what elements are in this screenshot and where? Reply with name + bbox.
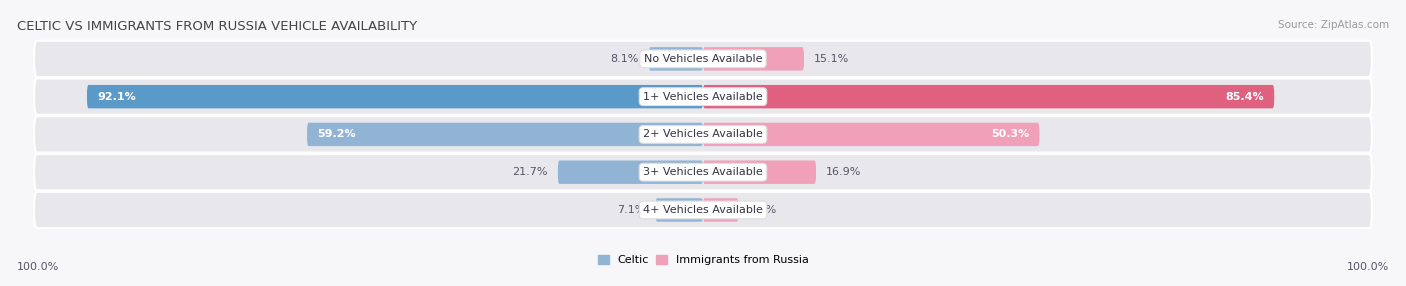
Text: Source: ZipAtlas.com: Source: ZipAtlas.com xyxy=(1278,20,1389,30)
FancyBboxPatch shape xyxy=(703,85,1274,108)
FancyBboxPatch shape xyxy=(34,79,1372,115)
Text: CELTIC VS IMMIGRANTS FROM RUSSIA VEHICLE AVAILABILITY: CELTIC VS IMMIGRANTS FROM RUSSIA VEHICLE… xyxy=(17,20,418,33)
Text: 16.9%: 16.9% xyxy=(827,167,862,177)
Text: 92.1%: 92.1% xyxy=(97,92,136,102)
Text: 1+ Vehicles Available: 1+ Vehicles Available xyxy=(643,92,763,102)
Text: 100.0%: 100.0% xyxy=(1347,262,1389,272)
Text: 2+ Vehicles Available: 2+ Vehicles Available xyxy=(643,130,763,139)
Text: 59.2%: 59.2% xyxy=(318,130,356,139)
Text: 15.1%: 15.1% xyxy=(814,54,849,64)
FancyBboxPatch shape xyxy=(703,123,1039,146)
Text: No Vehicles Available: No Vehicles Available xyxy=(644,54,762,64)
FancyBboxPatch shape xyxy=(703,198,738,222)
FancyBboxPatch shape xyxy=(34,154,1372,190)
Text: 21.7%: 21.7% xyxy=(512,167,548,177)
Text: 100.0%: 100.0% xyxy=(17,262,59,272)
Text: 8.1%: 8.1% xyxy=(610,54,638,64)
Text: 3+ Vehicles Available: 3+ Vehicles Available xyxy=(643,167,763,177)
Text: 4+ Vehicles Available: 4+ Vehicles Available xyxy=(643,205,763,215)
FancyBboxPatch shape xyxy=(648,47,703,71)
Text: 50.3%: 50.3% xyxy=(991,130,1029,139)
Legend: Celtic, Immigrants from Russia: Celtic, Immigrants from Russia xyxy=(598,255,808,265)
FancyBboxPatch shape xyxy=(558,160,703,184)
FancyBboxPatch shape xyxy=(703,160,815,184)
Text: 5.3%: 5.3% xyxy=(748,205,776,215)
FancyBboxPatch shape xyxy=(34,192,1372,228)
FancyBboxPatch shape xyxy=(655,198,703,222)
FancyBboxPatch shape xyxy=(34,116,1372,152)
FancyBboxPatch shape xyxy=(307,123,703,146)
FancyBboxPatch shape xyxy=(703,47,804,71)
Text: 85.4%: 85.4% xyxy=(1226,92,1264,102)
Text: 7.1%: 7.1% xyxy=(617,205,645,215)
FancyBboxPatch shape xyxy=(87,85,703,108)
FancyBboxPatch shape xyxy=(34,41,1372,77)
